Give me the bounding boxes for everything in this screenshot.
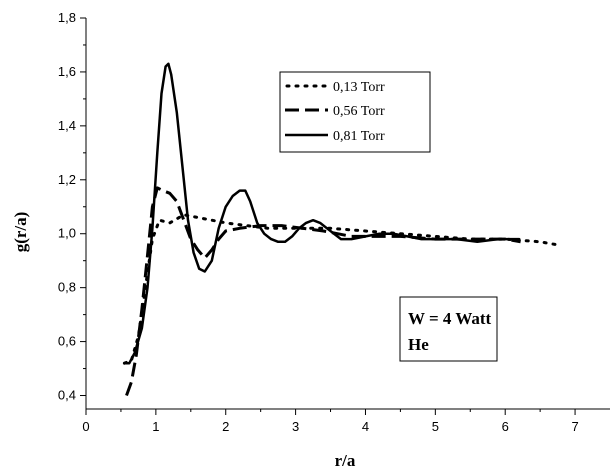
series-line-2: [123, 62, 521, 365]
y-tick-label: 1,4: [58, 118, 76, 133]
series-layer: [122, 62, 557, 397]
y-axis-title: g(r/a): [11, 212, 30, 253]
legend-label-0: 0,13 Torr: [333, 80, 385, 95]
legend-label-1: 0,56 Torr: [333, 104, 385, 119]
x-tick-label: 2: [222, 419, 229, 434]
y-tick-label: 0,8: [58, 280, 76, 295]
legend-label-2: 0,81 Torr: [333, 129, 385, 144]
annotation-line-1: W = 4 Watt: [408, 309, 492, 328]
y-tick-label: 0,4: [58, 388, 76, 403]
y-tick-label: 1,6: [58, 64, 76, 79]
x-tick-label: 4: [362, 419, 369, 434]
legend: 0,13 Torr 0,56 Torr 0,81 Torr: [279, 71, 431, 153]
x-tick-label: 6: [502, 419, 509, 434]
y-tick-label: 1,0: [58, 226, 76, 241]
x-tick-label: 5: [432, 419, 439, 434]
y-tick-label: 1,8: [58, 10, 76, 25]
y-tick-label: 0,6: [58, 334, 76, 349]
x-tick-label: 7: [571, 419, 578, 434]
series-line-1: [125, 186, 521, 397]
y-axis-ticks: 0,4 0,6 0,8 1,0 1,2 1,4 1,6 1,8: [58, 10, 86, 403]
x-axis-title: r/a: [335, 451, 356, 470]
annotation-box: W = 4 Watt He: [399, 296, 498, 362]
annotation-frame: [399, 296, 498, 362]
plot-frame: [85, 18, 610, 410]
x-tick-label: 1: [152, 419, 159, 434]
x-tick-label: 3: [292, 419, 299, 434]
y-tick-label: 1,2: [58, 172, 76, 187]
annotation-line-2: He: [408, 335, 429, 354]
x-axis-ticks: 0 1 2 3 4 5 6 7: [82, 409, 579, 434]
x-tick-label: 0: [82, 419, 89, 434]
